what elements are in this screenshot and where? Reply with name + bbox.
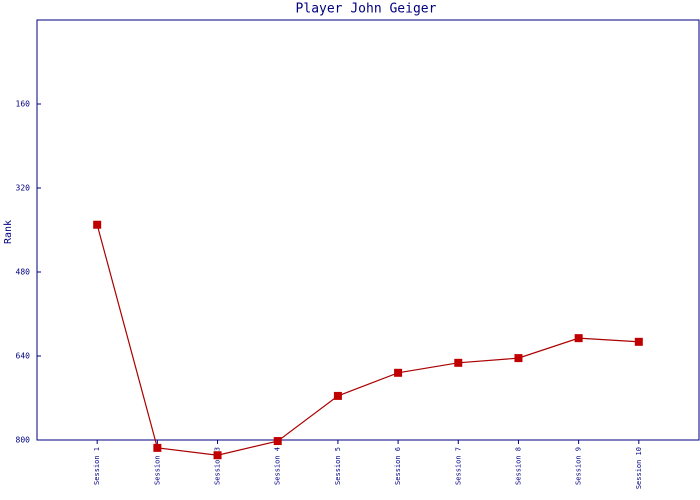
x-tick-label: Session 4	[274, 447, 282, 485]
x-tick-label: Session 10	[635, 447, 643, 489]
point-marker	[574, 334, 583, 343]
x-tick-label: Session 3	[214, 447, 222, 485]
chart-title: Player John Geiger	[296, 2, 437, 17]
y-tick-label: 800	[16, 436, 31, 445]
point-marker	[153, 443, 162, 452]
point-marker	[514, 354, 523, 363]
point-marker	[454, 358, 463, 367]
point-marker	[213, 451, 222, 460]
x-tick-label: Session 2	[153, 447, 161, 485]
x-tick-label: Session 1	[93, 447, 101, 485]
x-tick-label: Session 9	[575, 447, 583, 485]
y-tick-label: 160	[16, 100, 31, 109]
y-tick-label: 320	[16, 184, 31, 193]
point-marker	[634, 337, 643, 346]
y-tick-label: 640	[16, 352, 31, 361]
plot-frame	[36, 19, 700, 441]
x-tick-label: Session 6	[394, 447, 402, 485]
y-axis-label: Rank	[3, 220, 14, 244]
point-marker	[93, 220, 102, 229]
x-tick-label: Session 7	[454, 447, 462, 485]
y-tick-label: 480	[16, 268, 31, 277]
point-marker	[394, 368, 403, 377]
point-marker	[333, 391, 342, 400]
series-line	[96, 224, 639, 456]
x-tick-label: Session 8	[514, 447, 522, 485]
point-marker	[273, 437, 282, 446]
x-tick-label: Session 5	[334, 447, 342, 485]
